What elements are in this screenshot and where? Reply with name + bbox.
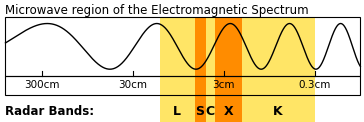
Bar xyxy=(5,76,360,95)
Bar xyxy=(242,95,315,122)
Bar xyxy=(160,17,195,95)
Bar xyxy=(195,76,206,95)
Bar xyxy=(215,95,242,122)
Bar xyxy=(5,17,360,76)
Bar xyxy=(206,95,215,122)
Bar xyxy=(5,76,360,95)
Text: 30cm: 30cm xyxy=(118,80,147,90)
Bar xyxy=(215,17,242,76)
Bar xyxy=(195,17,206,95)
Bar xyxy=(206,17,215,76)
Bar xyxy=(5,17,360,76)
Bar xyxy=(195,17,206,76)
Bar xyxy=(160,95,195,122)
Bar xyxy=(242,17,315,95)
Bar xyxy=(160,76,195,95)
Bar xyxy=(215,76,242,95)
Text: Microwave region of the Electromagnetic Spectrum: Microwave region of the Electromagnetic … xyxy=(5,4,309,17)
Bar xyxy=(242,76,315,95)
Text: 0.3cm: 0.3cm xyxy=(299,80,331,90)
Text: L: L xyxy=(173,105,181,117)
Bar xyxy=(206,17,215,95)
Text: C: C xyxy=(206,105,215,117)
Text: 3cm: 3cm xyxy=(213,80,235,90)
Bar xyxy=(215,17,242,95)
Text: 300cm: 300cm xyxy=(24,80,60,90)
Text: Radar Bands:: Radar Bands: xyxy=(5,105,95,117)
Bar xyxy=(195,95,206,122)
Text: S: S xyxy=(195,105,204,117)
Bar xyxy=(160,17,195,76)
Bar xyxy=(242,17,315,76)
Bar xyxy=(206,76,215,95)
Text: X: X xyxy=(224,105,233,117)
Text: K: K xyxy=(273,105,282,117)
